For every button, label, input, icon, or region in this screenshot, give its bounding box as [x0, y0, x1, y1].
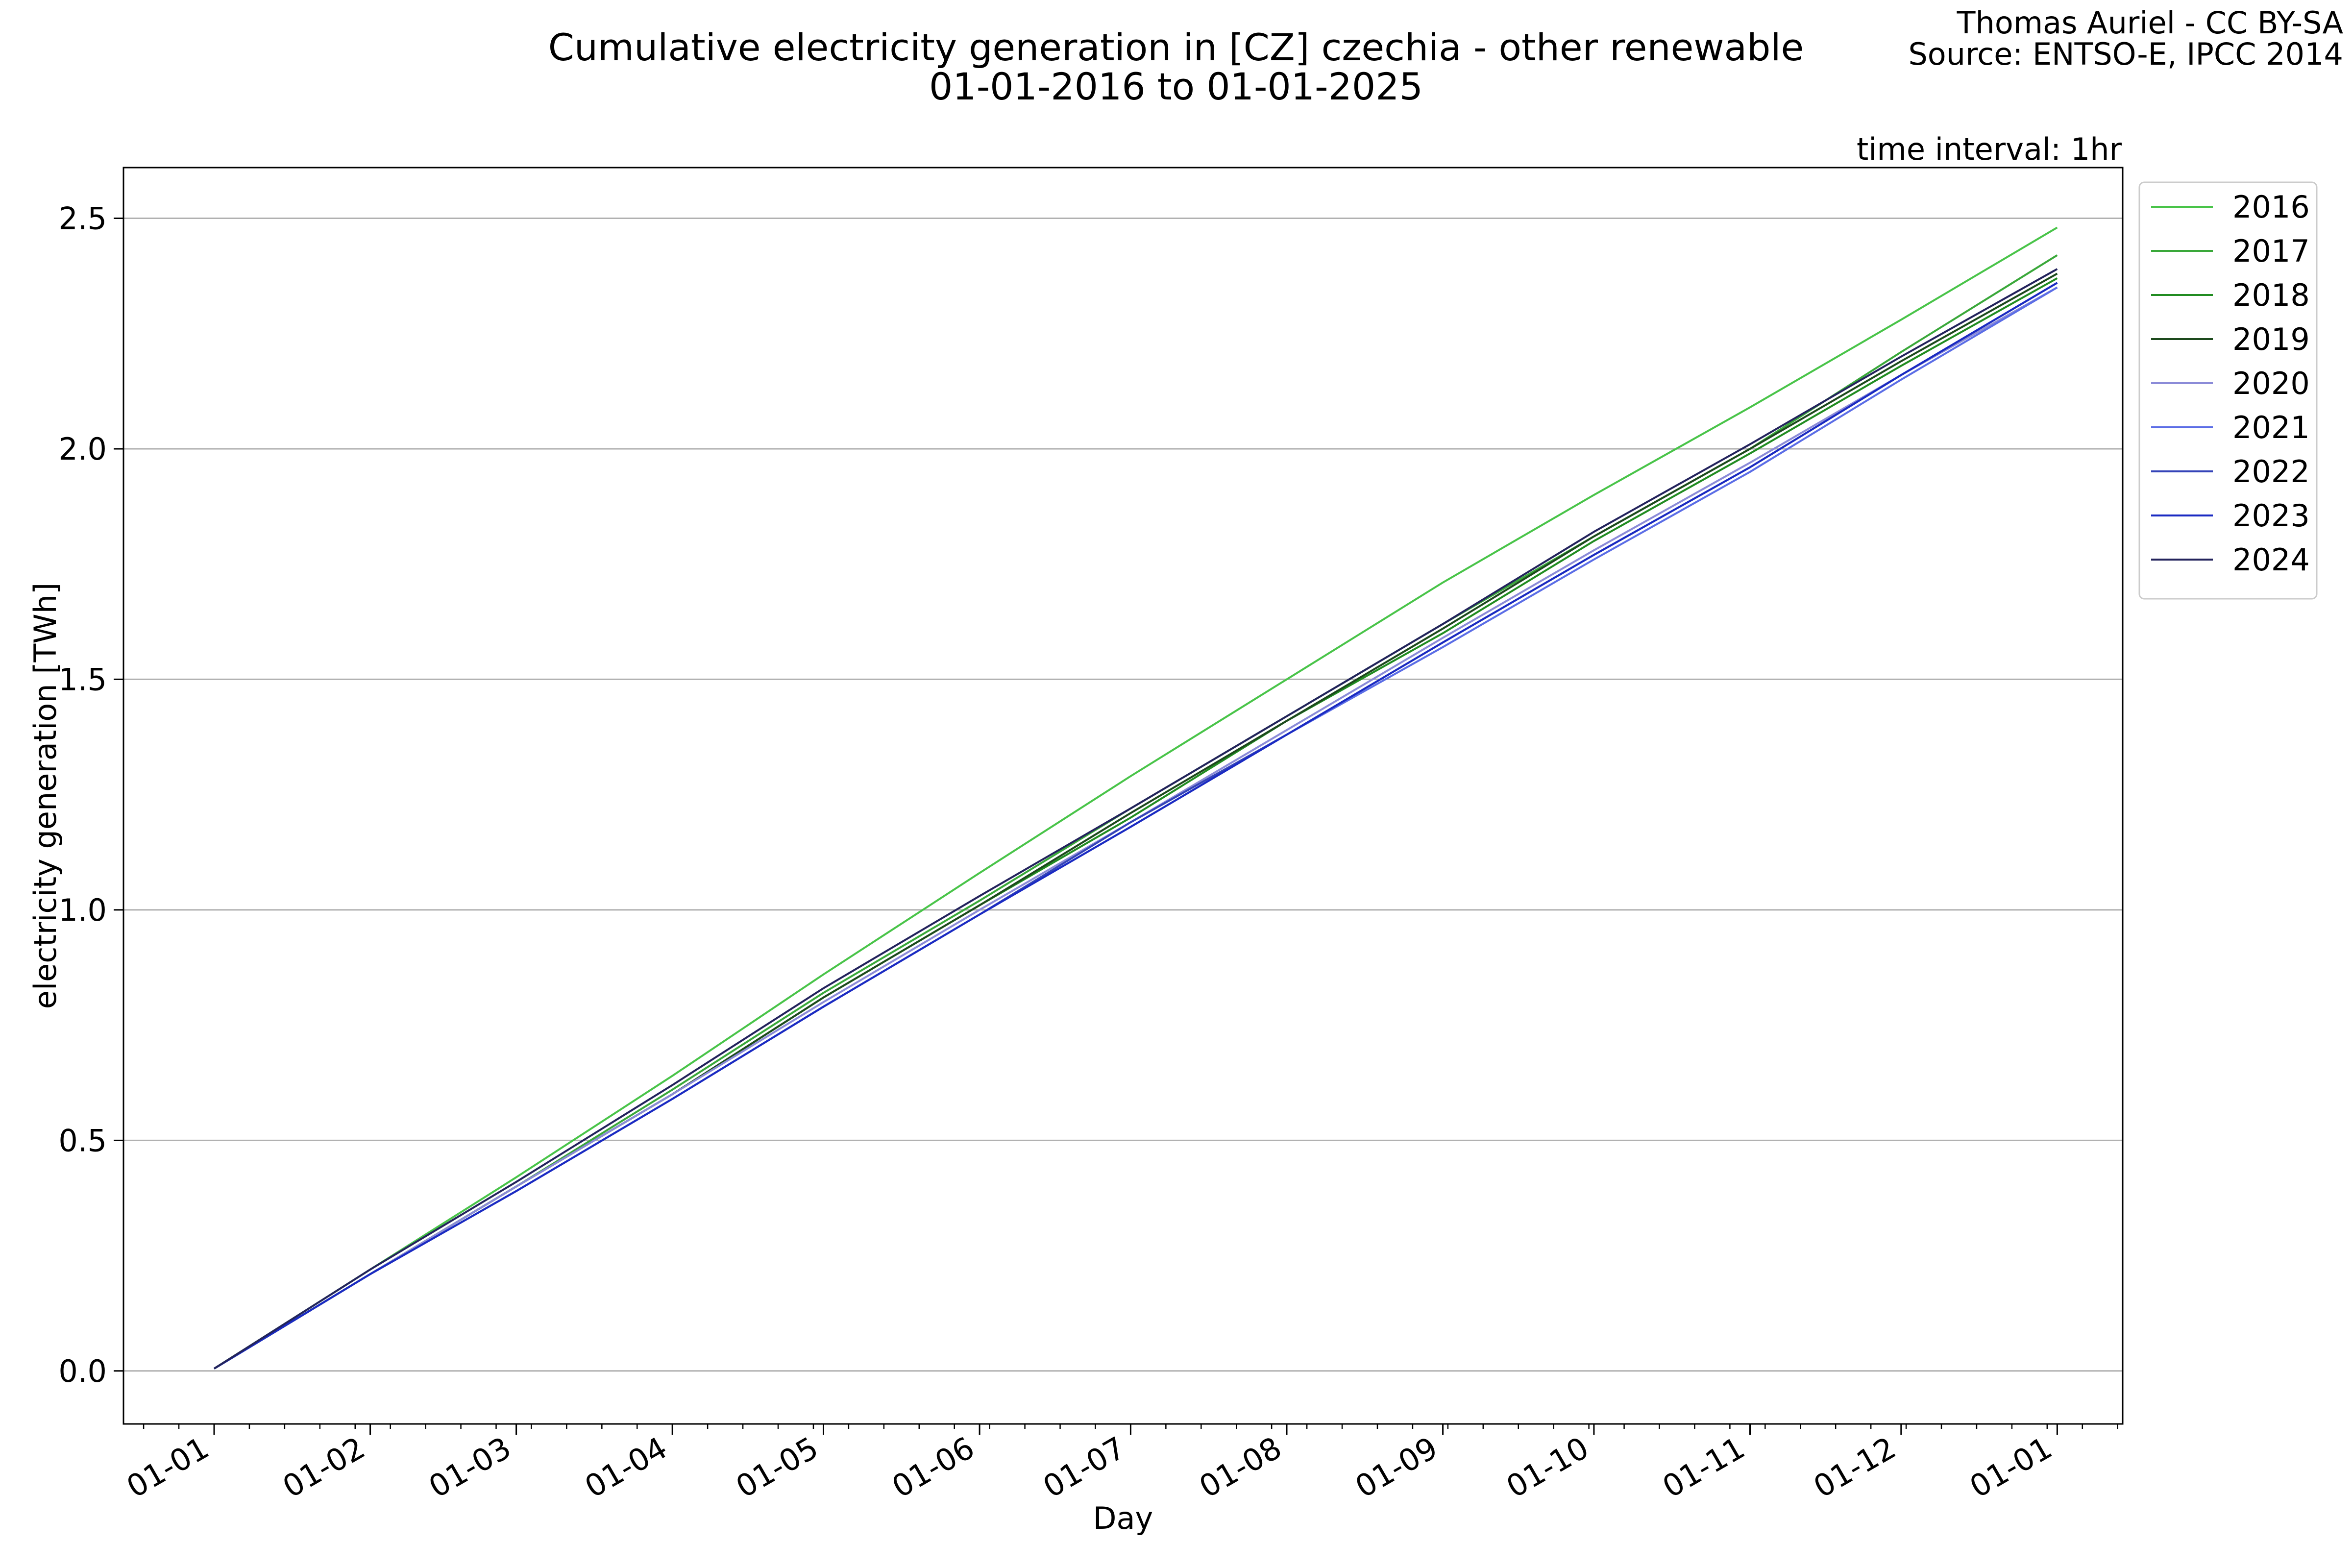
plot-area-frame	[122, 167, 2124, 1425]
y-tick-label: 2.5	[58, 201, 107, 237]
legend-box	[2138, 181, 2318, 600]
legend-label: 2022	[2232, 454, 2310, 490]
grid-lines	[123, 218, 2123, 1372]
legend-label: 2016	[2232, 189, 2310, 225]
y-tick-label: 0.0	[58, 1353, 107, 1389]
x-tick-label: 01-04	[579, 1430, 673, 1505]
legend-label: 2017	[2232, 233, 2310, 269]
legend: 2016 2017 2018 2019 2020 2021 2022 2023 2024	[2138, 181, 2318, 600]
credit-source: Source: ENTSO-E, IPCC 2014	[1908, 36, 2343, 72]
legend-label: 2021	[2232, 410, 2310, 445]
x-tick-label: 01-12	[1808, 1430, 1902, 1505]
y-tick-label: 1.0	[58, 892, 107, 928]
legend-label: 2018	[2232, 277, 2310, 313]
time-interval-note: time interval: 1hr	[1857, 131, 2122, 167]
series-line-2023	[213, 282, 2058, 1370]
x-axis: 01-01 01-02 01-03 01-04 01-05 01-06 01-07 01-08…	[121, 1424, 2118, 1505]
x-tick-label: 01-05	[730, 1430, 824, 1505]
x-tick-label: 01-01	[121, 1430, 215, 1505]
y-tick-label: 1.5	[58, 662, 107, 697]
chart-title: Cumulative electricity generation in [CZ…	[548, 25, 1804, 69]
x-tick-label: 01-03	[423, 1430, 517, 1505]
y-tick-label: 2.0	[58, 431, 107, 467]
x-tick-label: 01-08	[1193, 1430, 1288, 1505]
x-tick-label: 01-09	[1349, 1430, 1444, 1505]
x-tick-label: 01-02	[277, 1430, 371, 1505]
x-tick-label: 01-06	[886, 1430, 980, 1505]
x-tick-label: 01-11	[1656, 1430, 1751, 1505]
x-tick-label: 01-01	[1963, 1430, 2058, 1505]
series-lines	[213, 226, 2058, 1370]
y-axis-label: electricity generation [TWh]	[27, 583, 63, 1009]
chart-subtitle: 01-01-2016 to 01-01-2025	[929, 65, 1423, 108]
x-axis-label: Day	[1093, 1500, 1153, 1536]
series-line-2016	[213, 226, 2058, 1370]
series-line-2024	[213, 268, 2058, 1370]
y-tick-label: 0.5	[58, 1123, 107, 1158]
x-tick-label: 01-10	[1500, 1430, 1595, 1505]
legend-label: 2024	[2232, 542, 2310, 578]
legend-label: 2020	[2232, 366, 2310, 401]
series-line-2019	[213, 272, 2058, 1370]
credit-author: Thomas Auriel - CC BY-SA	[1957, 5, 2343, 41]
x-tick-label: 01-07	[1037, 1430, 1131, 1505]
legend-label: 2019	[2232, 321, 2310, 357]
legend-label: 2023	[2232, 498, 2310, 534]
y-axis: 0.0 0.5 1.0 1.5 2.0 2.5	[58, 201, 123, 1389]
